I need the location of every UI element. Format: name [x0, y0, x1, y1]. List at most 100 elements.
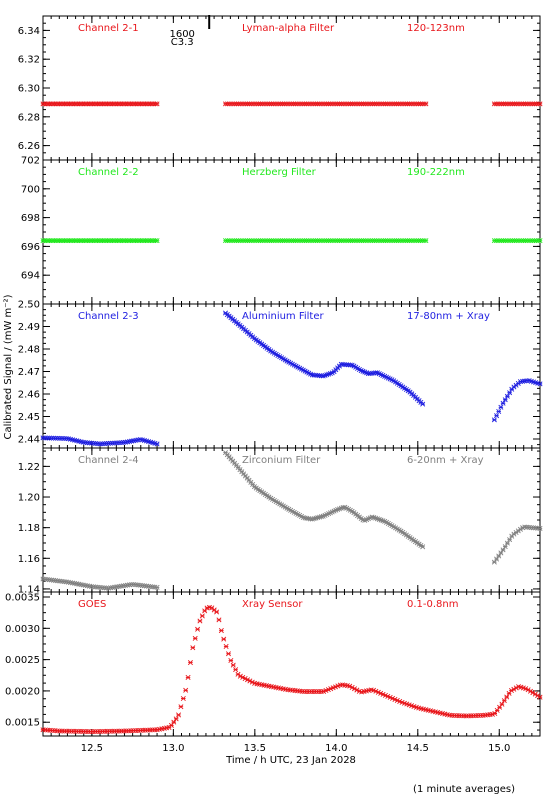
data-point	[216, 617, 222, 623]
y-tick-label: 6.28	[18, 112, 40, 123]
panel-channel-label: Channel 2-4	[78, 455, 139, 466]
y-tick-label: 1.22	[18, 462, 40, 473]
data-point	[498, 550, 504, 556]
x-tick-label: 15.0	[488, 743, 510, 754]
data-point	[423, 238, 429, 244]
data-point	[221, 636, 227, 642]
y-tick-label: 0.0020	[5, 686, 40, 697]
y-tick-label: 1.16	[18, 554, 40, 565]
data-point	[197, 618, 203, 624]
data-point	[537, 694, 543, 700]
x-axis-title: Time / h UTC, 23 Jan 2028	[225, 755, 356, 766]
data-point	[494, 556, 500, 562]
y-tick-label: 2.46	[18, 390, 40, 401]
x-tick-label: 14.5	[407, 743, 429, 754]
data-point	[423, 101, 429, 107]
data-point	[496, 553, 502, 559]
panel-filter-label: Aluminium Filter	[242, 311, 325, 322]
data-point	[501, 698, 507, 704]
y-tick-label: 0.0025	[5, 655, 40, 666]
data-point	[496, 408, 502, 414]
panel-frame	[42, 591, 541, 737]
panel-frame	[42, 303, 541, 449]
panel-band-label: 120-123nm	[407, 23, 465, 34]
series-markers	[40, 604, 543, 735]
data-point	[507, 390, 513, 396]
data-point	[173, 716, 179, 722]
data-point	[176, 712, 182, 718]
y-tick-label: 2.47	[18, 367, 40, 378]
panel-band-label: 0.1-0.8nm	[407, 599, 459, 610]
data-point	[218, 628, 224, 634]
data-point	[154, 584, 160, 590]
data-point	[154, 441, 160, 447]
panel-3: 2.44 2.45 2.46 2.47 2.48 2.49 2.50 Channel 2-3 A…	[18, 300, 543, 449]
data-point	[199, 613, 205, 619]
panel-1: 6.26 6.28 6.30 6.32 6.34 Channel 2-1 Lyman-alp…	[18, 15, 543, 161]
panel-band-label: 190-222nm	[407, 167, 465, 178]
y-tick-label: 1.18	[18, 523, 40, 534]
data-point	[491, 559, 497, 565]
data-point	[195, 626, 201, 632]
data-point	[537, 101, 543, 107]
panel-frame	[42, 447, 541, 593]
data-point	[228, 657, 234, 664]
data-point	[154, 101, 160, 107]
panel-4: 1.14 1.16 1.18 1.20 1.22 Channel 2-4 Zirconium…	[18, 447, 543, 595]
series-markers	[40, 450, 543, 591]
y-tick-label: 700	[21, 184, 40, 195]
chart-panels: 6.26 6.28 6.30 6.32 6.34 Channel 2-1 Lyman-alp…	[5, 15, 543, 754]
data-point	[504, 393, 510, 399]
y-tick-label: 0.0030	[5, 624, 40, 635]
data-point	[178, 704, 184, 710]
data-point	[185, 674, 191, 680]
footer-note: (1 minute averages)	[413, 784, 515, 795]
data-point	[507, 537, 513, 543]
panel-filter-label: Zirconium Filter	[242, 455, 321, 466]
y-tick-label: 2.50	[18, 300, 40, 311]
data-point	[537, 525, 543, 531]
panel-frame	[42, 15, 541, 161]
panel-frame	[42, 159, 541, 305]
y-tick-label: 2.48	[18, 345, 40, 356]
panel-channel-label: Channel 2-3	[78, 311, 139, 322]
y-axis-title: Calibrated Signal / (mW m⁻²)	[3, 294, 14, 439]
data-point	[214, 609, 220, 615]
data-point	[168, 722, 174, 728]
series-markers	[40, 101, 543, 107]
data-point	[502, 397, 508, 403]
data-point	[494, 413, 500, 419]
data-point	[500, 400, 506, 406]
panel-2: 694 696 698 700 702 Channel 2-2 Herzberg Filte…	[21, 156, 543, 305]
data-point	[420, 544, 426, 550]
data-point	[499, 701, 505, 707]
data-point	[504, 540, 510, 546]
y-tick-label: 1.20	[18, 493, 40, 504]
panel-filter-label: Xray Sensor	[242, 599, 303, 610]
panel-band-label: 17-80nm + Xray	[407, 311, 490, 322]
panel-5: 0.0015 0.0020 0.0025 0.0030 0.0035 GOES Xray S…	[5, 591, 543, 737]
data-point	[223, 643, 229, 649]
series-markers	[40, 310, 543, 447]
x-tick-label: 13.0	[162, 743, 184, 754]
x-tick-label: 13.5	[244, 743, 266, 754]
event-time-label: 1600	[169, 29, 194, 40]
panel-channel-label: Channel 2-1	[78, 23, 139, 34]
panel-channel-label: GOES	[78, 599, 106, 610]
data-point	[504, 694, 510, 700]
data-point	[537, 238, 543, 244]
x-tick-label: 14.0	[325, 743, 347, 754]
y-tick-label: 0.0015	[5, 718, 40, 729]
series-markers	[40, 238, 543, 244]
data-point	[491, 417, 497, 423]
data-point	[494, 707, 500, 713]
event-class-label: C3.3	[171, 37, 194, 48]
data-point	[192, 635, 198, 641]
y-tick-label: 2.45	[18, 412, 40, 423]
panel-filter-label: Lyman-alpha Filter	[242, 23, 335, 34]
y-tick-label: 696	[21, 242, 40, 253]
y-tick-label: 6.34	[18, 26, 40, 37]
y-tick-label: 694	[21, 271, 40, 282]
data-point	[190, 645, 196, 651]
